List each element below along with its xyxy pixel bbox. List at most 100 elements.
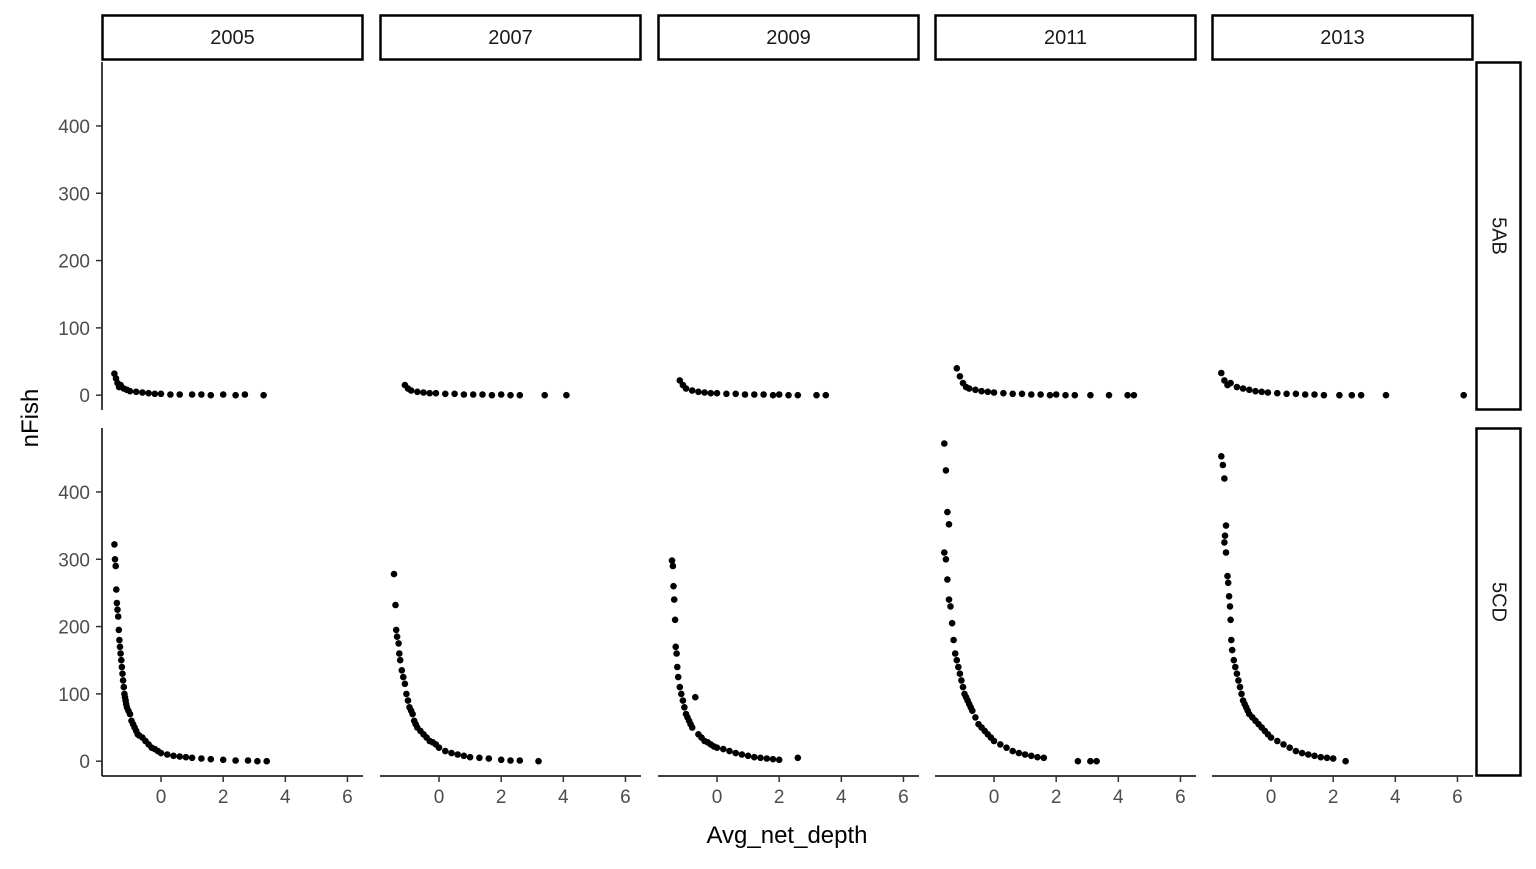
point-2011-5CD-40 xyxy=(1093,758,1100,765)
x-tick-label-2013-2: 2 xyxy=(1328,787,1339,808)
point-2007-5CD-32 xyxy=(498,757,505,764)
point-2009-5CD-1 xyxy=(670,563,677,570)
point-2013-5CD-2 xyxy=(1221,475,1228,482)
point-2013-5CD-12 xyxy=(1228,637,1235,644)
y-tick-label-5AB-200: 200 xyxy=(58,252,90,273)
point-2011-5AB-12 xyxy=(1028,391,1035,398)
point-2009-5AB-5 xyxy=(701,389,708,396)
y-tick-label-5CD-400: 400 xyxy=(58,483,90,504)
x-tick-label-2011-4: 4 xyxy=(1113,787,1124,808)
point-2011-5CD-2 xyxy=(944,509,951,516)
point-2005-5CD-4 xyxy=(114,600,121,607)
point-2007-5CD-10 xyxy=(403,691,410,698)
point-2007-5CD-7 xyxy=(399,667,406,674)
point-2005-5CD-35 xyxy=(158,750,165,757)
y-tick-label-5AB-400: 400 xyxy=(58,117,90,138)
point-2009-5CD-11 xyxy=(680,697,687,704)
point-2013-5AB-6 xyxy=(1246,387,1253,394)
x-tick-label-2005-0: 0 xyxy=(156,787,167,808)
point-2007-5CD-5 xyxy=(396,650,403,657)
point-2007-5CD-27 xyxy=(454,751,461,758)
y-tick-label-5AB-100: 100 xyxy=(58,319,90,340)
x-axis-title: Avg_net_depth xyxy=(706,822,867,849)
point-2009-5CD-4 xyxy=(672,617,679,624)
panel-2005-5CD xyxy=(111,541,270,764)
point-2007-5CD-30 xyxy=(476,755,483,762)
panel-2005-5AB xyxy=(111,370,267,398)
strip-label-2009: 2009 xyxy=(766,27,811,49)
y-tick-label-5CD-100: 100 xyxy=(58,685,90,706)
point-2011-5CD-39 xyxy=(1087,758,1094,765)
point-2007-5CD-3 xyxy=(394,633,401,640)
point-2011-5CD-23 xyxy=(972,714,979,721)
point-2009-5AB-11 xyxy=(751,391,758,398)
point-2011-5CD-10 xyxy=(950,637,957,644)
point-2011-5CD-34 xyxy=(1022,751,1029,758)
point-2009-5CD-25 xyxy=(714,744,721,751)
point-2013-5CD-14 xyxy=(1231,657,1238,664)
point-2007-5AB-6 xyxy=(433,390,440,397)
point-2011-5CD-0 xyxy=(941,440,948,447)
point-2007-5CD-14 xyxy=(409,711,416,718)
point-2011-5CD-3 xyxy=(946,521,953,528)
x-tick-label-2009-4: 4 xyxy=(836,787,847,808)
point-2005-5AB-11 xyxy=(152,391,159,398)
point-2011-5AB-21 xyxy=(1131,392,1138,399)
point-2011-5CD-7 xyxy=(946,596,953,603)
point-2007-5AB-4 xyxy=(420,389,427,396)
point-2013-5CD-34 xyxy=(1286,744,1293,751)
x-tick-label-2013-0: 0 xyxy=(1266,787,1277,808)
point-2011-5CD-16 xyxy=(960,684,967,691)
point-2005-5CD-44 xyxy=(232,757,239,764)
point-2013-5CD-39 xyxy=(1318,754,1325,761)
point-2005-5CD-38 xyxy=(176,753,183,760)
point-2013-5CD-35 xyxy=(1293,748,1300,755)
point-2007-5AB-10 xyxy=(470,391,477,398)
point-2011-5AB-20 xyxy=(1124,392,1131,399)
point-2005-5CD-2 xyxy=(112,563,119,570)
point-2011-5AB-13 xyxy=(1037,391,1044,398)
point-2009-5AB-2 xyxy=(683,385,690,392)
point-2007-5CD-35 xyxy=(535,758,542,765)
point-2011-5AB-6 xyxy=(978,388,985,395)
point-2005-5AB-18 xyxy=(220,391,227,398)
point-2007-5AB-8 xyxy=(451,391,458,398)
point-2013-5AB-15 xyxy=(1321,392,1328,399)
y-tick-label-5AB-300: 300 xyxy=(58,184,90,205)
point-2009-5CD-31 xyxy=(751,754,758,761)
point-2005-5AB-14 xyxy=(176,391,183,398)
point-2011-5CD-33 xyxy=(1016,750,1023,757)
point-2013-5AB-7 xyxy=(1252,388,1259,395)
point-2013-5CD-38 xyxy=(1311,753,1318,760)
point-2005-5AB-15 xyxy=(189,391,196,398)
point-2007-5AB-13 xyxy=(498,391,505,398)
point-2005-5CD-0 xyxy=(111,541,118,548)
point-2011-5CD-36 xyxy=(1034,754,1041,761)
point-2005-5CD-22 xyxy=(127,711,134,718)
point-2013-5CD-6 xyxy=(1223,549,1230,556)
point-2009-5CD-35 xyxy=(776,757,783,764)
point-2009-5CD-34 xyxy=(770,756,777,763)
y-tick-label-5CD-0: 0 xyxy=(79,752,90,773)
point-2011-5CD-1 xyxy=(943,467,950,474)
panel-2013-5CD xyxy=(1218,453,1349,765)
point-2005-5CD-10 xyxy=(117,650,124,657)
point-2013-5AB-14 xyxy=(1311,391,1318,398)
point-2005-5CD-7 xyxy=(116,627,123,634)
point-2011-5CD-6 xyxy=(944,576,951,583)
x-tick-label-2011-6: 6 xyxy=(1175,787,1186,808)
point-2011-5AB-16 xyxy=(1062,392,1069,399)
point-2007-5CD-33 xyxy=(507,757,514,764)
x-tick-label-2011-0: 0 xyxy=(989,787,1000,808)
point-2007-5CD-9 xyxy=(402,681,409,688)
point-2005-5CD-15 xyxy=(121,684,128,691)
point-2011-5AB-5 xyxy=(972,387,979,394)
point-2013-5CD-42 xyxy=(1342,758,1349,765)
x-tick-label-2011-2: 2 xyxy=(1051,787,1062,808)
point-2005-5AB-10 xyxy=(145,390,152,397)
axes-layer: 0 100 200 300 400 0 100 200 300 400 0 2 4 6 0 2 4 6 0 2 4 6 0 2… xyxy=(58,62,1473,808)
strip-label-2007: 2007 xyxy=(488,27,533,49)
point-2013-5CD-40 xyxy=(1324,755,1331,762)
point-2005-5CD-3 xyxy=(113,586,120,593)
